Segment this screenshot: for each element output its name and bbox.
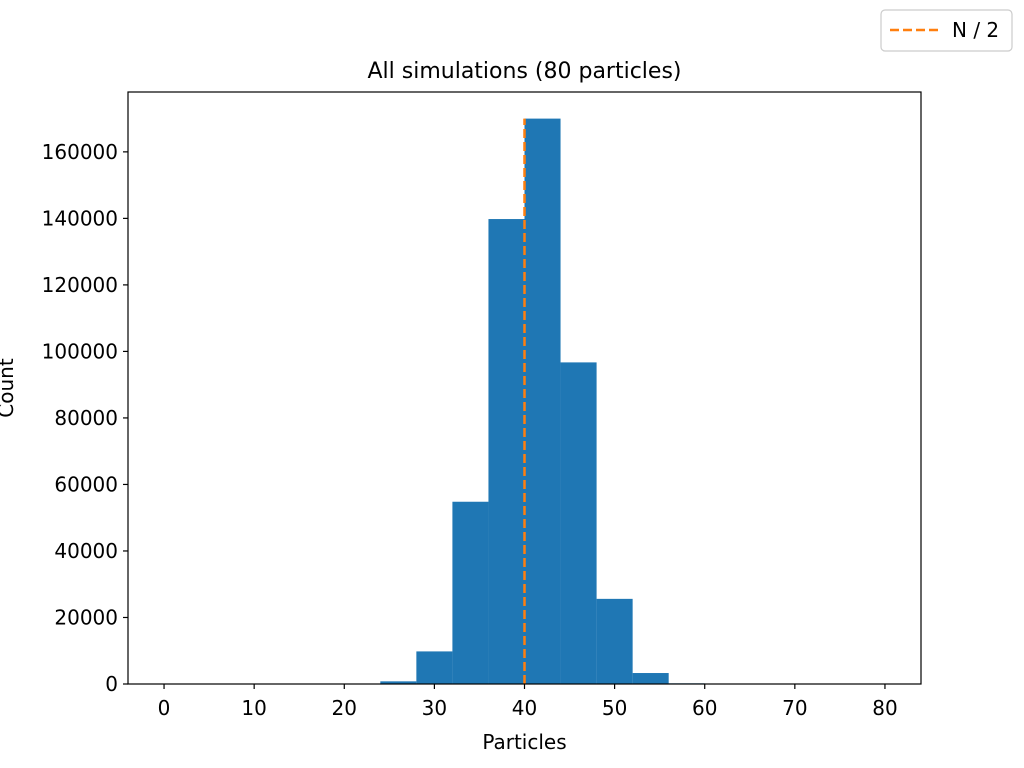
y-tick-label: 100000	[42, 339, 118, 363]
legend: N / 2	[880, 9, 1013, 52]
y-axis-label: Count	[0, 358, 18, 418]
legend-label-n-half: N / 2	[952, 18, 999, 42]
histogram-bar	[596, 598, 633, 684]
x-tick-label: 0	[158, 696, 171, 720]
histogram-bar	[632, 673, 669, 684]
histogram-bar	[560, 362, 597, 684]
x-tick-label: 30	[422, 696, 447, 720]
y-tick-label: 120000	[42, 273, 118, 297]
y-axis: 0 20000 40000 60000 80000 100000 120000 140000 1…	[42, 140, 128, 696]
histogram-bar	[416, 651, 453, 684]
x-axis-label: Particles	[482, 730, 566, 754]
histogram-bar	[452, 501, 489, 684]
y-tick-label: 80000	[54, 406, 118, 430]
y-tick-label: 40000	[54, 539, 118, 563]
y-tick-label: 20000	[54, 605, 118, 629]
y-tick-label: 60000	[54, 472, 118, 496]
histogram-bars	[344, 118, 705, 685]
x-tick-label: 70	[782, 696, 807, 720]
x-axis: 0 10 20 30 40 50 60 70 80	[158, 684, 898, 720]
y-tick-label: 160000	[42, 140, 118, 164]
x-tick-label: 60	[692, 696, 717, 720]
x-tick-label: 40	[512, 696, 537, 720]
x-tick-label: 10	[241, 696, 266, 720]
histogram-bar	[524, 118, 561, 684]
x-tick-label: 20	[332, 696, 357, 720]
x-tick-label: 80	[872, 696, 897, 720]
y-tick-label: 0	[105, 672, 118, 696]
histogram-bar	[380, 681, 417, 684]
y-tick-label: 140000	[42, 206, 118, 230]
histogram-bar	[488, 219, 525, 685]
legend-frame	[880, 9, 1013, 52]
x-tick-label: 50	[602, 696, 627, 720]
chart-title: All simulations (80 particles)	[368, 59, 682, 84]
